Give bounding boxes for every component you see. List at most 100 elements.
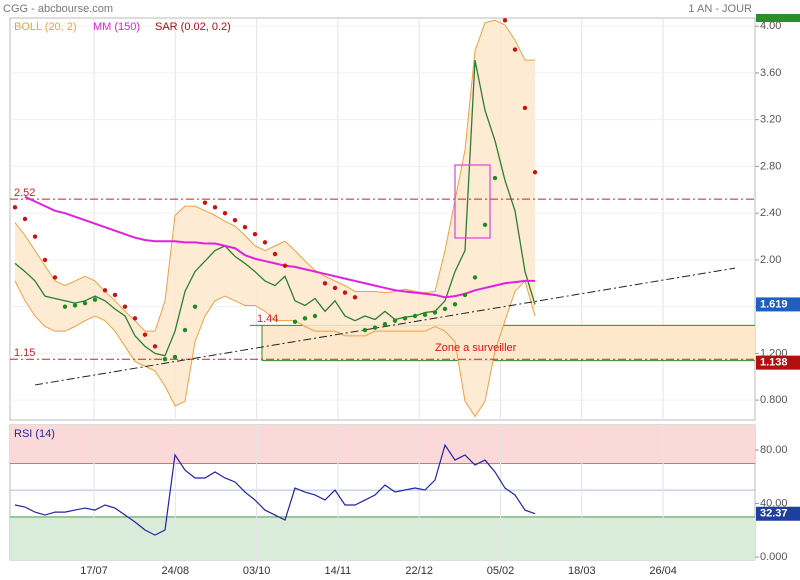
sar-dot	[392, 318, 398, 323]
sar-dot	[112, 292, 118, 298]
sar-dot	[12, 205, 18, 210]
sar-dot	[232, 217, 238, 223]
sar-dot	[252, 231, 258, 237]
sar-dot	[242, 224, 248, 230]
sar-dot	[502, 18, 508, 23]
y-tick-label: 0.000	[760, 551, 788, 563]
sar-dot	[72, 303, 78, 308]
sar-dot	[412, 313, 418, 319]
sar-dot	[322, 281, 328, 286]
rsi-oversold-zone	[10, 516, 755, 560]
last-price-badge: 1.619	[760, 298, 788, 310]
price-line	[14, 59, 536, 357]
sar-dot	[472, 275, 478, 280]
sar-dot	[182, 327, 188, 333]
sar-dot	[262, 240, 268, 245]
rsi-badge-bg	[756, 506, 800, 521]
marks	[10, 18, 759, 560]
legend-ma: MM (150)	[93, 21, 140, 33]
labels: 17/07 24/08 03/10 14/11 22/12 05/02 18/03 26/04…	[3, 3, 800, 577]
sar-dot	[162, 357, 168, 362]
bollinger-upper	[14, 19, 535, 332]
moving-average	[24, 195, 535, 299]
sar-dot	[222, 210, 228, 216]
zone-label: Zone a surveiller	[435, 342, 517, 354]
sar-dot	[442, 306, 448, 312]
y-tick-label: 2.00	[760, 254, 781, 266]
sar-dot	[82, 300, 88, 306]
sar-dot	[22, 216, 28, 222]
sar-dot	[342, 290, 348, 295]
sar-dot	[302, 316, 308, 321]
sar-dot	[172, 354, 178, 360]
legend-boll: BOLL (20, 2)	[14, 21, 77, 33]
y-tick-label: 3.20	[760, 114, 781, 126]
sar-dot	[382, 321, 388, 327]
y-tick-label: 4.00	[760, 20, 781, 32]
x-tick-label: 24/08	[162, 565, 190, 577]
sar-dot	[402, 316, 408, 321]
sar-dot	[292, 319, 298, 325]
sar-dot	[312, 313, 318, 319]
sar-dot	[512, 47, 518, 52]
sar-dot	[132, 316, 138, 321]
sar-dot	[332, 285, 338, 291]
support-badge-bg	[756, 355, 800, 370]
period-label: 1 AN - JOUR	[688, 3, 752, 15]
sar-dot	[102, 288, 108, 293]
sar-dot	[122, 304, 128, 309]
sar-dot	[42, 257, 48, 263]
sar-dot	[282, 263, 288, 268]
sar-dot	[212, 205, 218, 210]
last-price-badge-bg	[756, 297, 800, 312]
level-label: 1.15	[14, 347, 35, 359]
highlight-box	[454, 164, 491, 239]
sar-dot	[202, 200, 208, 205]
sar-dot	[522, 105, 528, 111]
sar-dot	[32, 234, 38, 239]
sar-dot	[452, 302, 458, 307]
sar-dot	[92, 297, 98, 302]
x-tick-label: 14/11	[325, 565, 352, 577]
rsi-badge: 32.37	[760, 508, 788, 520]
sar-dot	[462, 292, 468, 298]
level-label: 2.52	[14, 187, 35, 199]
y-tick-label: 0.800	[760, 394, 788, 406]
sar-dot	[422, 312, 428, 318]
sar-dot	[152, 344, 158, 349]
x-tick-label: 03/10	[243, 565, 271, 577]
y-tick-label: 3.60	[760, 67, 781, 79]
y-tick-label: 2.40	[760, 207, 781, 219]
x-tick-label: 22/12	[405, 565, 433, 577]
zone-top-label: 1.44	[257, 313, 278, 325]
y-tick-label: 80.00	[760, 444, 788, 456]
rsi-overbought-zone	[10, 425, 755, 464]
rsi-line	[14, 443, 536, 536]
sar-dot	[272, 251, 278, 257]
sar-dot	[372, 325, 378, 330]
sar-dot	[482, 222, 488, 228]
x-tick-label: 17/07	[80, 565, 108, 577]
sar-dot	[142, 332, 148, 337]
x-tick-label: 26/04	[649, 565, 677, 577]
sar-dot	[62, 304, 68, 309]
legend-rsi: RSI (14)	[14, 428, 55, 440]
chart-title: CGG - abcbourse.com	[3, 3, 113, 15]
x-tick-label: 18/03	[568, 565, 596, 577]
sar-dot	[352, 295, 358, 300]
support-badge: 1.138	[760, 357, 788, 369]
top-badge	[756, 14, 800, 22]
sar-dot	[52, 275, 58, 280]
y-tick-label: 2.80	[760, 160, 781, 172]
y-tick-label: 40.00	[760, 497, 788, 509]
sar-dot	[492, 175, 498, 181]
trend-line	[34, 267, 736, 386]
x-tick-label: 05/02	[487, 565, 515, 577]
bollinger-lower	[14, 279, 536, 418]
legend-sar: SAR (0.02, 0.2)	[155, 21, 231, 33]
sar-dot	[432, 310, 438, 315]
sar-dot	[362, 327, 368, 333]
sar-dot	[192, 304, 198, 309]
sar-dot	[532, 170, 538, 175]
